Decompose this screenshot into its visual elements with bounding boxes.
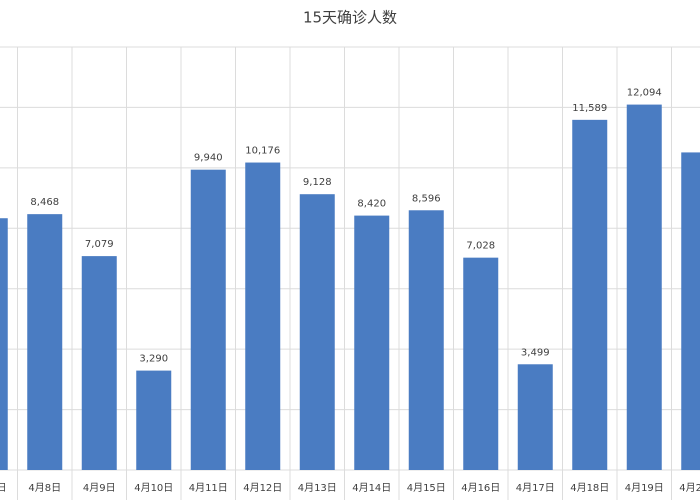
bar xyxy=(626,104,662,470)
x-tick-label: 4月15日 xyxy=(407,482,446,494)
x-tick-label: 4月13日 xyxy=(298,482,337,494)
x-tick-label: 4月9日 xyxy=(83,482,116,494)
bar xyxy=(27,214,63,470)
value-label: 8,420 xyxy=(357,199,386,210)
bar xyxy=(408,210,444,470)
x-tick-label: 4月11日 xyxy=(189,482,228,494)
x-tick-label: 4月7日 xyxy=(0,482,7,494)
x-tick-label: 4月10日 xyxy=(134,482,173,494)
x-tick-label: 4月19日 xyxy=(625,482,664,494)
value-label: 11,589 xyxy=(572,103,607,114)
chart-title: 15天确诊人数 xyxy=(303,9,397,27)
value-label: 3,499 xyxy=(521,347,550,358)
x-tick-label: 4月18日 xyxy=(570,482,609,494)
value-label: 3,290 xyxy=(139,354,168,365)
value-label: 8,596 xyxy=(412,193,441,204)
x-tick-label: 4月17日 xyxy=(516,482,555,494)
value-label: 8,468 xyxy=(30,197,59,208)
x-tick-label: 4月12日 xyxy=(243,482,282,494)
value-label: 7,079 xyxy=(85,239,114,250)
bar xyxy=(136,370,172,470)
x-tick-label: 4月14日 xyxy=(352,482,391,494)
x-tick-label: 4月8日 xyxy=(28,482,61,494)
bar xyxy=(354,215,390,470)
value-label: 9,128 xyxy=(303,177,332,188)
x-tick-label: 4月20日 xyxy=(679,482,700,494)
x-tick-label: 4月16日 xyxy=(461,482,500,494)
value-label: 9,940 xyxy=(194,153,223,164)
value-label: 10,176 xyxy=(245,146,280,157)
bar xyxy=(190,169,226,471)
bar xyxy=(245,162,281,470)
value-label: 7,028 xyxy=(466,241,495,252)
bar xyxy=(0,218,8,470)
bar xyxy=(572,119,608,470)
bar xyxy=(299,194,335,471)
value-label: 12,094 xyxy=(627,88,662,99)
bar xyxy=(81,256,117,470)
bar xyxy=(517,364,553,470)
bar xyxy=(463,257,499,470)
bar xyxy=(681,152,700,470)
